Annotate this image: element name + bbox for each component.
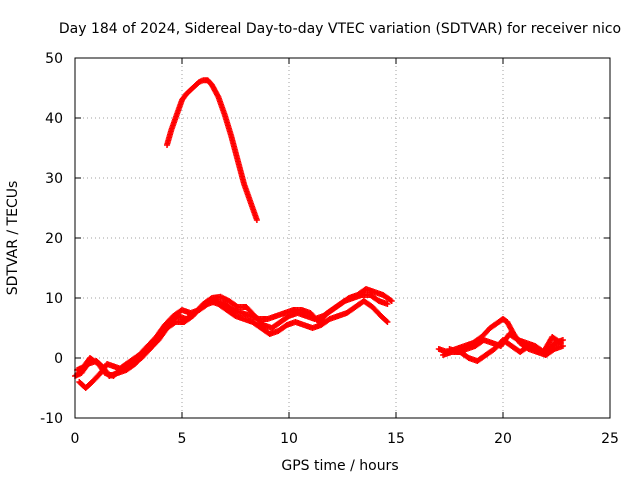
axis-ticks: 0 5 10 15 20 25 -10 0 10 20 30 40 50	[40, 51, 619, 447]
data-point	[387, 297, 394, 304]
y-tick-label: 0	[54, 351, 63, 367]
y-tick-label: -10	[40, 411, 63, 427]
series-arc-high	[164, 77, 260, 223]
data-point	[384, 301, 391, 307]
y-tick-label: 50	[45, 51, 63, 67]
x-tick-label: 15	[387, 431, 405, 447]
data-point	[383, 318, 390, 324]
x-axis-label: GPS time / hours	[281, 458, 398, 474]
data-point	[388, 298, 395, 304]
x-tick-label: 25	[601, 431, 619, 447]
plot-frame	[74, 57, 611, 419]
y-tick-label: 20	[45, 231, 63, 247]
data-point	[253, 217, 260, 223]
data-series	[72, 77, 566, 391]
chart-title: Day 184 of 2024, Sidereal Day-to-day VTE…	[59, 21, 621, 37]
y-tick-label: 40	[45, 111, 63, 127]
x-tick-label: 10	[280, 431, 298, 447]
y-tick-label: 30	[45, 171, 63, 187]
grid	[75, 58, 610, 418]
y-axis-label: SDTVAR / TECUs	[5, 181, 21, 296]
y-tick-label: 10	[45, 291, 63, 307]
data-point	[556, 339, 563, 346]
series-arc-main-c	[74, 292, 391, 379]
series-arc-late-c	[446, 331, 564, 355]
x-tick-label: 5	[178, 431, 187, 447]
x-tick-label: 20	[494, 431, 512, 447]
data-point	[384, 319, 391, 325]
data-point	[557, 340, 564, 346]
x-tick-label: 0	[71, 431, 80, 447]
